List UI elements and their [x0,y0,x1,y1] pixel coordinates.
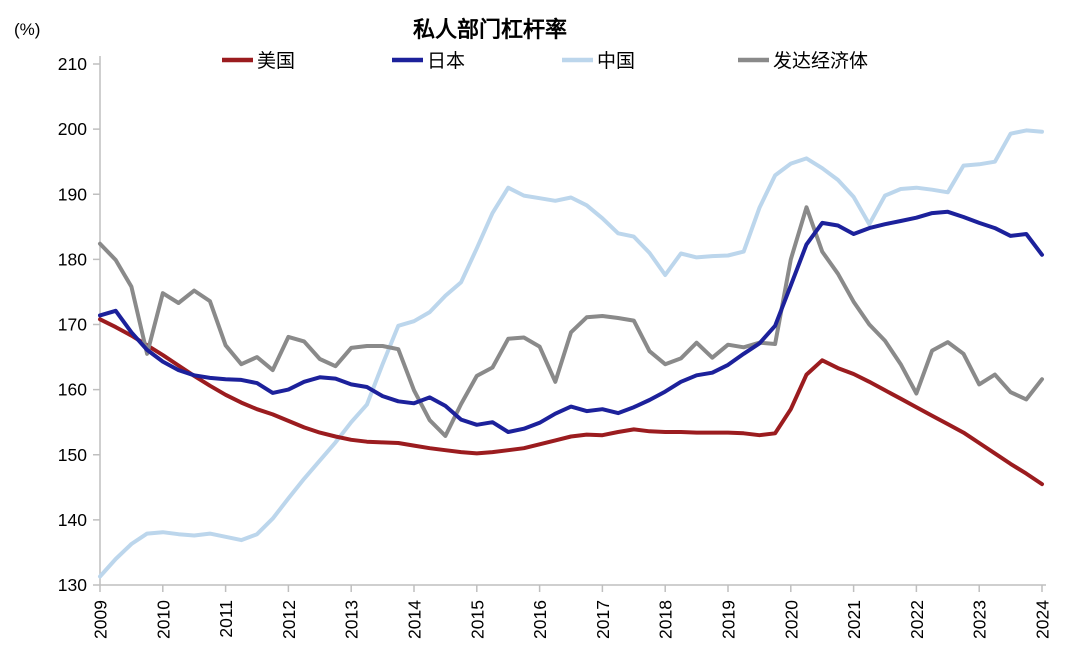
x-tick-label: 2012 [279,600,299,639]
y-axis-unit-label: (%) [14,20,41,39]
y-tick-label: 150 [58,445,87,465]
chart-title: 私人部门杠杆率 [412,17,567,42]
y-tick-label: 140 [58,510,87,530]
legend-label-3: 中国 [597,50,635,72]
x-tick-label: 2022 [907,600,927,639]
series-line-2 [98,209,1044,434]
x-tick-label: 2013 [342,600,362,639]
x-tick-label: 2019 [719,600,739,639]
legend-label-2: 日本 [427,50,465,72]
y-tick-label: 210 [58,54,87,74]
y-tick-label: 180 [58,249,87,269]
y-tick-label: 200 [58,119,87,139]
x-tick-label: 2011 [216,600,236,638]
legend-label-1: 美国 [257,50,295,72]
y-tick-label: 130 [58,575,87,595]
x-tick-label: 2023 [970,600,990,639]
x-tick-label: 2018 [656,600,676,639]
x-tick-label: 2020 [781,600,801,639]
x-tick-label: 2014 [405,600,425,639]
x-tick-label: 2024 [1033,600,1053,639]
x-tick-label: 2021 [844,600,864,639]
series-line-3 [98,128,1044,579]
x-tick-label: 2015 [467,600,487,639]
y-tick-label: 170 [58,315,87,335]
x-tick-label: 2009 [91,600,111,639]
series-line-1 [98,317,1044,487]
series-line-4 [98,205,1044,438]
x-tick-label: 2016 [530,600,550,639]
x-tick-label: 2017 [593,600,613,639]
x-tick-label: 2010 [153,600,173,639]
y-tick-label: 160 [58,380,87,400]
y-tick-label: 190 [58,184,87,204]
legend-label-4: 发达经济体 [773,50,868,72]
